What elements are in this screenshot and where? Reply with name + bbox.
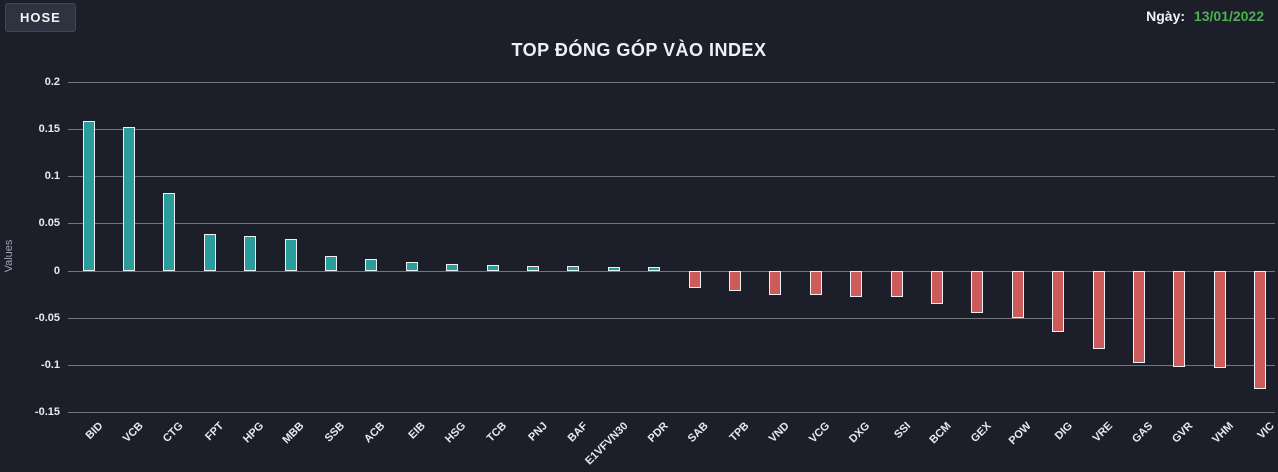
bar-dig[interactable] [1052, 270, 1065, 332]
x-tick-label-dig: DIG [1052, 420, 1075, 443]
bar-eib[interactable] [405, 262, 418, 271]
y-tick-label: 0.2 [44, 76, 60, 88]
date-label: Ngày: [1146, 8, 1186, 24]
x-tick-label-bcm: BCM [927, 420, 954, 447]
x-tick-label-vnd: VND [766, 420, 792, 445]
bar-pnj[interactable] [526, 265, 539, 271]
bar-sab[interactable] [688, 270, 701, 289]
bar-hsg[interactable] [446, 263, 459, 271]
x-tick-label-baf: BAF [565, 420, 590, 445]
x-tick-label-vcg: VCG [806, 420, 833, 446]
gridline [68, 364, 1275, 366]
date-value: 13/01/2022 [1193, 8, 1264, 24]
x-tick-label-eib: EIB [406, 420, 429, 442]
x-tick-label-dxg: DXG [847, 420, 873, 446]
y-tick-label: -0.15 [34, 406, 60, 418]
gridline [68, 270, 1275, 272]
bar-vcb[interactable] [122, 127, 135, 271]
bar-bcm[interactable] [930, 270, 943, 304]
x-tick-label-vcb: VCB [120, 420, 146, 445]
x-tick-label-acb: ACB [362, 420, 388, 446]
x-tick-label-vic: VIC [1255, 420, 1277, 442]
y-tick-label: 0.1 [44, 170, 60, 183]
bar-vcg[interactable] [809, 270, 822, 296]
x-tick-label-ssb: SSB [322, 420, 348, 445]
gridline [68, 176, 1275, 178]
y-tick-label: 0.05 [38, 217, 60, 230]
exchange-tab-hose[interactable]: HOSE [5, 3, 76, 32]
bar-bid[interactable] [82, 120, 95, 271]
x-tick-label-mbb: MBB [280, 420, 307, 447]
bar-gvr[interactable] [1173, 270, 1186, 367]
bar-ssi[interactable] [890, 270, 903, 297]
x-tick-label-tcb: TCB [484, 420, 509, 445]
x-tick-label-sab: SAB [686, 420, 711, 445]
x-tick-label-gas: GAS [1130, 420, 1156, 446]
bar-gas[interactable] [1132, 270, 1145, 363]
bar-ctg[interactable] [163, 193, 176, 271]
gridline [68, 412, 1275, 413]
x-tick-label-vhm: VHM [1210, 420, 1237, 446]
bar-tcb[interactable] [486, 264, 499, 271]
x-tick-label-hsg: HSG [443, 420, 469, 446]
bar-tpb[interactable] [728, 270, 741, 292]
gridline [68, 82, 1275, 83]
bar-dxg[interactable] [850, 270, 863, 297]
bar-ssb[interactable] [324, 256, 337, 271]
x-tick-label-pdr: PDR [645, 420, 671, 445]
bar-fpt[interactable] [203, 233, 216, 271]
x-tick-label-pow: POW [1007, 420, 1035, 448]
chart-title: TOP ĐÓNG GÓP VÀO INDEX [511, 40, 767, 60]
bar-vnd[interactable] [769, 270, 782, 296]
y-tick-label: 0 [53, 264, 60, 277]
bar-pow[interactable] [1011, 270, 1024, 318]
y-tick-label: 0.15 [38, 123, 60, 136]
x-tick-label-gvr: GVR [1170, 420, 1196, 446]
gridline [68, 317, 1275, 319]
gridline [68, 223, 1275, 225]
bar-acb[interactable] [365, 259, 378, 271]
bar-baf[interactable] [567, 265, 580, 271]
x-tick-label-gex: GEX [968, 420, 994, 445]
bar-vre[interactable] [1092, 270, 1105, 349]
bar-e1vfvn30[interactable] [607, 266, 620, 271]
bar-vhm[interactable] [1213, 270, 1226, 368]
y-tick-label: -0.1 [41, 358, 60, 371]
gridline [68, 129, 1275, 131]
x-tick-label-ctg: CTG [160, 420, 186, 445]
x-tick-label-pnj: PNJ [525, 420, 550, 444]
bar-vic[interactable] [1254, 270, 1267, 390]
x-tick-label-hpg: HPG [241, 420, 267, 446]
x-tick-label-vre: VRE [1090, 420, 1115, 445]
y-tick-label: -0.05 [34, 311, 60, 324]
bar-hpg[interactable] [244, 235, 257, 271]
bar-gex[interactable] [971, 270, 984, 313]
x-tick-label-fpt: FPT [203, 420, 227, 444]
date-display: Ngày: 13/01/2022 [1146, 8, 1264, 24]
x-tick-label-ssi: SSI [891, 420, 913, 442]
bar-pdr[interactable] [648, 266, 661, 271]
x-tick-label-tpb: TPB [727, 420, 752, 445]
bar-mbb[interactable] [284, 239, 297, 271]
x-tick-label-bid: BID [83, 420, 105, 442]
